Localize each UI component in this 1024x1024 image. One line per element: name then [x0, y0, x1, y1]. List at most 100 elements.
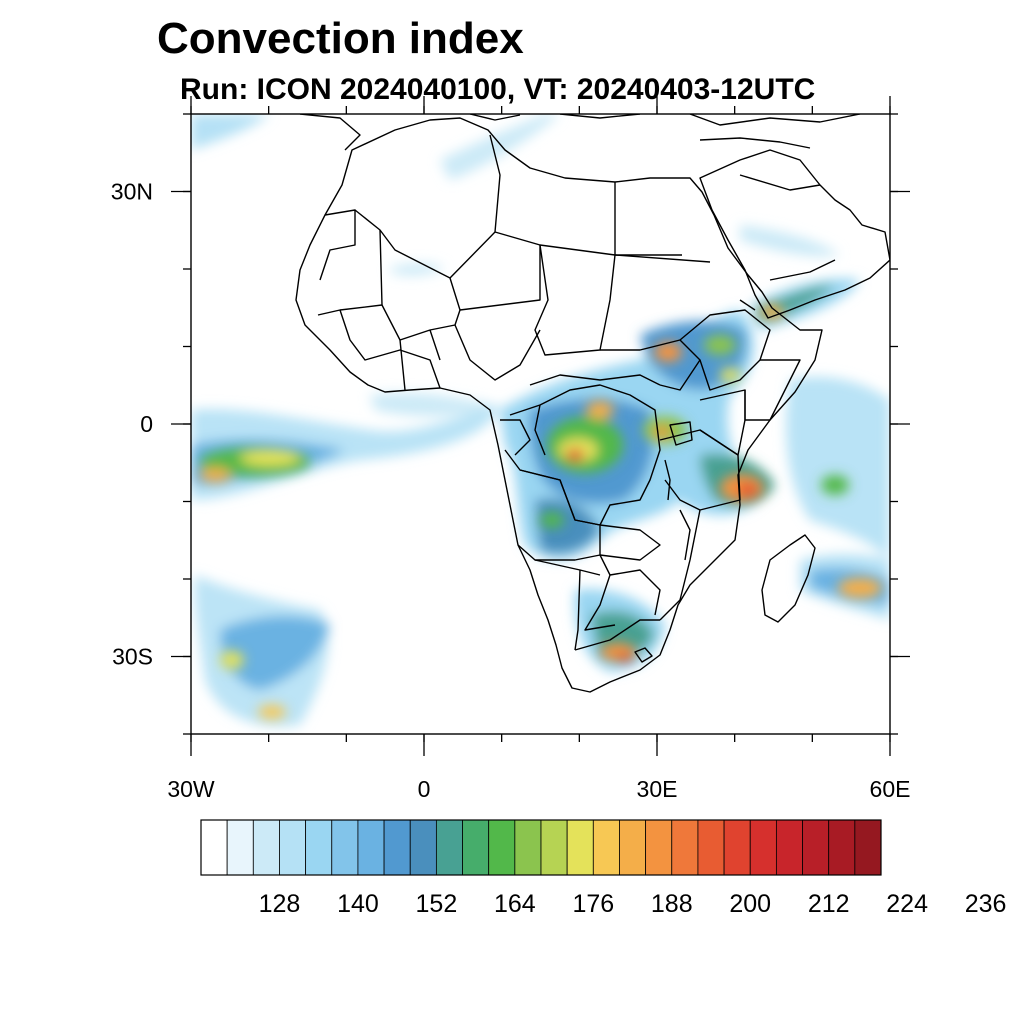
- colorbar-label: 164: [494, 890, 536, 918]
- colorbar-swatch: [775, 819, 803, 876]
- colorbar-swatch: [828, 819, 856, 876]
- lat-tick-label: 30S: [112, 644, 153, 670]
- colorbar-frame: [200, 819, 882, 876]
- colorbar-swatch: [226, 819, 254, 876]
- hotspot-south-atl-2: [258, 705, 286, 719]
- colorbar-swatch: [252, 819, 280, 876]
- axis-tick-labels: 30W 0 30E 60E 30N 0 30S: [111, 179, 911, 803]
- border-ethiopia: [679, 309, 771, 391]
- border-mozambique: [659, 509, 701, 621]
- border-south-sudan: [600, 339, 701, 391]
- border-libya-chad: [494, 231, 616, 256]
- colorbar-swatch: [540, 819, 568, 876]
- colorbar-swatch: [697, 819, 725, 876]
- lon-tick-label: 30E: [637, 776, 678, 802]
- axis-ticks: [171, 96, 910, 756]
- border-botswana-zimbabwe: [584, 554, 661, 631]
- border-congo-gabon: [500, 404, 546, 456]
- lon-tick-label: 60E: [870, 776, 911, 802]
- plot-subtitle: Run: ICON 2024040100, VT: 20240403-12UTC: [180, 73, 816, 106]
- colorbar-label: 236: [965, 890, 1007, 918]
- border-horn: [739, 299, 756, 311]
- border-mali: [381, 277, 461, 341]
- colorbar-swatch: [802, 819, 830, 876]
- coastline-madagascar: [761, 534, 816, 623]
- lon-tick-label: 0: [418, 776, 431, 802]
- colorbar: [200, 819, 882, 876]
- colorbar-swatch: [854, 819, 882, 876]
- border-chad-sudan: [534, 244, 616, 356]
- colorbar-labels: 128 140 152 164 176 188 200 212 224 236: [259, 890, 1007, 918]
- colorbar-swatch: [435, 819, 463, 876]
- coastline-africa: [295, 117, 823, 693]
- coastline-arabia: [699, 149, 890, 319]
- coastline-turkey: [699, 137, 811, 149]
- border-zambia: [599, 524, 661, 561]
- colorbar-swatch: [671, 819, 699, 876]
- hotspot-indian: [838, 578, 882, 598]
- border-morocco-algeria: [354, 209, 451, 279]
- colorbar-label: 176: [572, 890, 614, 918]
- border-algeria-libya: [449, 134, 501, 279]
- colorbar-swatch: [488, 819, 516, 876]
- colorbar-label: 152: [416, 890, 458, 918]
- colorbar-swatch: [279, 819, 307, 876]
- colorbar-label: 224: [886, 890, 928, 918]
- colorbar-label: 212: [808, 890, 850, 918]
- hotspot-ethiopia-2: [704, 335, 736, 355]
- colorbar-label: 200: [729, 890, 771, 918]
- border-sudan-egypt: [614, 254, 711, 263]
- border-angola: [517, 469, 601, 561]
- field-red-sea-coast: [740, 225, 840, 257]
- hotspot-atlantic-yellow: [240, 450, 300, 466]
- colorbar-swatch: [200, 819, 228, 876]
- colorbar-label: 188: [651, 890, 693, 918]
- field-north-med: [440, 114, 560, 180]
- hotspot-ethiopia: [654, 342, 682, 362]
- hotspot-angola: [540, 512, 564, 528]
- field-sahara-patch: [390, 263, 445, 276]
- lake-victoria: [669, 421, 693, 446]
- colorbar-swatch: [749, 819, 777, 876]
- coastline-med-north: [469, 114, 861, 126]
- colorbar-swatch: [357, 819, 385, 876]
- hotspot-victoria-core: [654, 426, 670, 438]
- border-niger: [459, 245, 541, 311]
- hotspot-sa-core: [617, 654, 633, 662]
- border-arabia-yemen: [769, 259, 836, 281]
- colorbar-swatch: [383, 819, 411, 876]
- colorbar-label: 140: [337, 890, 379, 918]
- colorbar-swatch: [462, 819, 490, 876]
- field-gulf-of-guinea: [370, 393, 495, 417]
- colorbar-swatch: [723, 819, 751, 876]
- colorbar-swatch: [592, 819, 620, 876]
- hotspot-south-atl: [220, 651, 244, 669]
- border-malawi: [679, 509, 691, 561]
- field-south-atl-core: [220, 615, 330, 690]
- field-east-ocean: [786, 376, 890, 560]
- hotspot-ethiopia-3: [720, 368, 740, 382]
- colorbar-swatch: [619, 819, 647, 876]
- field-atlantic-band: [191, 405, 500, 500]
- border-nigeria: [454, 324, 541, 381]
- border-west-africa: [339, 309, 441, 391]
- country-borders: [295, 114, 890, 693]
- border-tanzania: [659, 429, 741, 511]
- border-mauritania: [317, 229, 383, 316]
- plot-title: Convection index: [157, 14, 524, 63]
- border-car: [529, 374, 661, 386]
- hotspot-east-ocean: [821, 475, 849, 495]
- hotspot-congo-n: [586, 401, 614, 419]
- hotspot-tanzania-core: [738, 484, 758, 496]
- hotspot-congo-red: [566, 449, 584, 461]
- coastline-iberia: [299, 114, 361, 151]
- colorbar-swatch: [409, 819, 437, 876]
- field-nw-corner: [191, 114, 270, 150]
- lake-tanganyika: [664, 459, 671, 501]
- colorbar-label: 128: [259, 890, 301, 918]
- colorbar-swatch: [305, 819, 333, 876]
- colorbar-swatch: [331, 819, 359, 876]
- lat-tick-label: 30N: [111, 179, 153, 205]
- colorbar-swatch: [514, 819, 542, 876]
